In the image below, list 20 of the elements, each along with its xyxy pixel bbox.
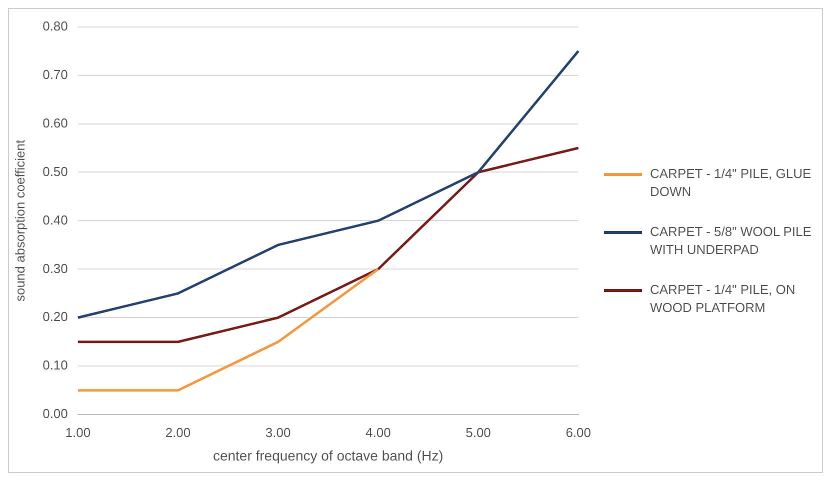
x-tick-label: 1.00 xyxy=(65,424,91,440)
legend-label: CARPET - 5/8" WOOL PILE WITH UNDERPAD xyxy=(650,222,812,258)
y-tick-label: 0.80 xyxy=(42,18,68,34)
y-tick-label: 0.10 xyxy=(42,358,68,373)
y-tick-label: 0.50 xyxy=(42,164,68,179)
y-tick-label: 0.40 xyxy=(42,212,68,228)
x-axis-title: center frequency of octave band (Hz) xyxy=(212,447,444,464)
y-axis-title: sound absorption coefficient xyxy=(12,139,28,302)
x-tick-label: 4.00 xyxy=(366,424,391,440)
x-tick-label: 2.00 xyxy=(165,424,191,440)
x-tick-label: 3.00 xyxy=(265,424,291,440)
y-tick-label: 0.70 xyxy=(42,66,68,82)
y-tick-label: 0.30 xyxy=(42,260,68,276)
y-tick-label: 0.60 xyxy=(42,115,68,130)
x-tick-label: 6.00 xyxy=(566,424,592,440)
legend-label: CARPET - 1/4" PILE, ON WOOD PLATFORM xyxy=(650,280,796,316)
y-tick-label: 0.00 xyxy=(42,406,68,422)
y-tick-label: 0.20 xyxy=(42,309,68,324)
legend-label: CARPET - 1/4" PILE, GLUE DOWN xyxy=(650,164,812,200)
x-tick-label: 5.00 xyxy=(466,424,491,440)
